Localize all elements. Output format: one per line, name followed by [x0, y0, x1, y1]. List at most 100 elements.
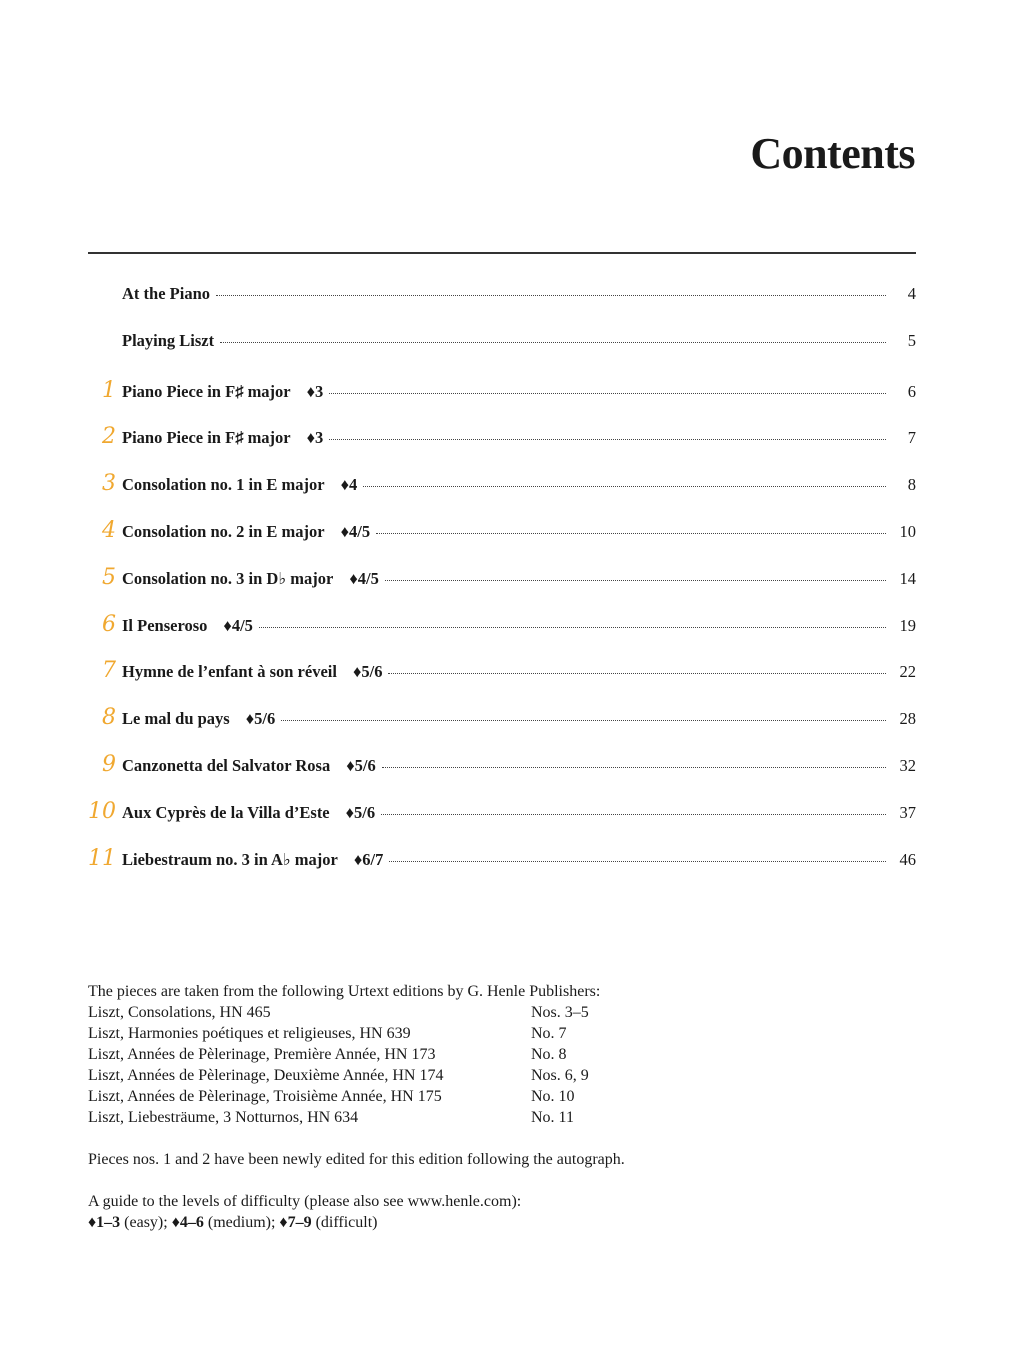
toc-entry[interactable]: 7 Hymne de l’enfant à son réveil ♦5/6 22: [88, 658, 916, 705]
edition-name: Liszt, Consolations, HN 465: [88, 1004, 271, 1021]
difficulty-level: ♦3: [306, 428, 324, 448]
edition-name: Liszt, Liebesträume, 3 Notturnos, HN 634: [88, 1109, 359, 1126]
edition-name: Liszt, Années de Pèlerinage, Deuxième An…: [88, 1067, 444, 1084]
source-list: Liszt, Consolations, HN 465 Nos. 3–5 Liszt…: [88, 1002, 625, 1128]
piece-number: 9: [102, 751, 116, 777]
page-number: 22: [899, 662, 917, 682]
source-row: Liszt, Années de Pèlerinage, Deuxième An…: [88, 1065, 625, 1086]
page-number: 32: [899, 755, 917, 775]
divider: [88, 252, 916, 254]
page-number: 28: [899, 709, 917, 729]
entry-title: Aux Cyprès de la Villa d’Este: [122, 802, 330, 822]
page-number: 14: [899, 568, 917, 588]
difficulty-level: ♦5/6: [346, 755, 376, 775]
difficulty-levels: ♦1–3 (easy); ♦4–6 (medium); ♦7–9 (diffic…: [88, 1212, 625, 1233]
table-of-contents: At the Piano 4 Playing Liszt 5 1 Piano Piece …: [88, 284, 916, 892]
piece-number: 11: [88, 845, 116, 871]
page-number: 19: [899, 615, 917, 635]
page-number: 5: [907, 330, 916, 350]
toc-entry[interactable]: 5 Consolation no. 3 in D♭ major ♦4/5 14: [88, 565, 916, 612]
toc-entry[interactable]: 11 Liebestraum no. 3 in A♭ major ♦6/7 46: [88, 846, 916, 893]
entry-title: Liebestraum no. 3 in A♭ major: [122, 849, 338, 869]
edition-name: Liszt, Années de Pèlerinage, Première An…: [88, 1046, 436, 1063]
entry-title: Consolation no. 2 in E major: [122, 521, 325, 541]
dot-leader: [329, 439, 886, 441]
edition-name: Liszt, Années de Pèlerinage, Troisième A…: [88, 1088, 442, 1105]
level-label: (medium);: [207, 1214, 276, 1231]
toc-entry[interactable]: 3 Consolation no. 1 in E major ♦4 8: [88, 471, 916, 518]
entry-title: Consolation no. 3 in D♭ major: [122, 568, 334, 588]
notes-intro: The pieces are taken from the following …: [88, 983, 601, 1000]
edition-pieces: No. 11: [531, 1109, 574, 1126]
toc-entry[interactable]: 2 Piano Piece in F♯ major ♦3 7: [88, 424, 916, 471]
dot-leader: [376, 532, 886, 534]
difficulty-level: ♦5/6: [352, 662, 383, 682]
edition-notes: The pieces are taken from the following …: [88, 981, 625, 1233]
toc-entry[interactable]: 10 Aux Cyprès de la Villa d’Este ♦5/6 37: [88, 799, 916, 846]
source-row: Liszt, Consolations, HN 465 Nos. 3–5: [88, 1002, 625, 1023]
source-row: Liszt, Harmonies poétiques et religieuse…: [88, 1023, 625, 1044]
difficulty-level: ♦4: [340, 475, 358, 495]
edition-pieces: No. 10: [531, 1088, 575, 1105]
dot-leader: [281, 720, 886, 722]
source-row: Liszt, Liebesträume, 3 Notturnos, HN 634…: [88, 1107, 625, 1128]
source-row: Liszt, Années de Pèlerinage, Première An…: [88, 1044, 625, 1065]
difficulty-level: ♦4/5: [340, 521, 371, 541]
piece-number: 3: [102, 471, 116, 497]
page-number: 7: [907, 428, 916, 448]
entry-title: Hymne de l’enfant à son réveil: [122, 662, 337, 682]
edition-name: Liszt, Harmonies poétiques et religieuse…: [88, 1025, 411, 1042]
dot-leader: [389, 860, 886, 862]
source-row: Liszt, Années de Pèlerinage, Troisième A…: [88, 1086, 625, 1107]
page-number: 4: [907, 284, 916, 303]
edition-pieces: Nos. 3–5: [531, 1004, 589, 1021]
dot-leader: [363, 486, 886, 488]
difficulty-guide: A guide to the levels of difficulty (ple…: [88, 1193, 522, 1210]
entry-title: Il Penseroso: [122, 615, 208, 635]
page-number: 6: [907, 381, 916, 401]
edition-pieces: No. 8: [531, 1046, 567, 1063]
piece-number: 7: [102, 658, 116, 684]
page-number: 37: [899, 802, 917, 822]
difficulty-level: ♦3: [306, 381, 324, 401]
toc-entry[interactable]: At the Piano 4: [88, 284, 916, 331]
edition-pieces: No. 7: [531, 1025, 567, 1042]
entry-title: Playing Liszt: [122, 330, 215, 350]
piece-number: 1: [102, 377, 116, 403]
page-number: 46: [899, 849, 917, 869]
entry-title: Canzonetta del Salvator Rosa: [122, 755, 331, 775]
entry-title: Le mal du pays: [122, 709, 230, 729]
piece-number: 10: [88, 798, 116, 824]
piece-number: 8: [102, 705, 116, 731]
entry-title: Piano Piece in F♯ major: [122, 428, 291, 448]
edition-pieces: Nos. 6, 9: [531, 1067, 589, 1084]
dot-leader: [216, 295, 886, 296]
difficulty-level: ♦5/6: [345, 802, 376, 822]
level-range: ♦7–9: [279, 1214, 312, 1231]
dot-leader: [329, 392, 886, 394]
toc-entry[interactable]: 1 Piano Piece in F♯ major ♦3 6: [88, 378, 916, 425]
new-edition-note: Pieces nos. 1 and 2 have been newly edit…: [88, 1151, 625, 1168]
difficulty-level: ♦4/5: [223, 615, 253, 635]
piece-number: 4: [102, 517, 116, 543]
entry-title: Piano Piece in F♯ major: [122, 381, 291, 401]
entry-title: Consolation no. 1 in E major: [122, 475, 325, 495]
piece-number: 5: [102, 564, 116, 590]
dot-leader: [384, 579, 886, 581]
page-number: 10: [899, 521, 917, 541]
dot-leader: [220, 341, 886, 343]
difficulty-level: ♦4/5: [349, 568, 379, 588]
dot-leader: [388, 673, 886, 675]
dot-leader: [381, 813, 886, 815]
toc-entry[interactable]: 6 Il Penseroso ♦4/5 19: [88, 612, 916, 659]
level-label: (easy);: [124, 1214, 168, 1231]
toc-entry[interactable]: 9 Canzonetta del Salvator Rosa ♦5/6 32: [88, 752, 916, 799]
toc-entry[interactable]: 4 Consolation no. 2 in E major ♦4/5 10: [88, 518, 916, 565]
piece-number: 2: [102, 424, 116, 450]
dot-leader: [381, 766, 886, 768]
toc-entry[interactable]: Playing Liszt 5: [88, 331, 916, 378]
page-number: 8: [907, 475, 916, 495]
level-range: ♦4–6: [171, 1214, 204, 1231]
level-range: ♦1–3: [88, 1214, 121, 1231]
toc-entry[interactable]: 8 Le mal du pays ♦5/6 28: [88, 705, 916, 752]
